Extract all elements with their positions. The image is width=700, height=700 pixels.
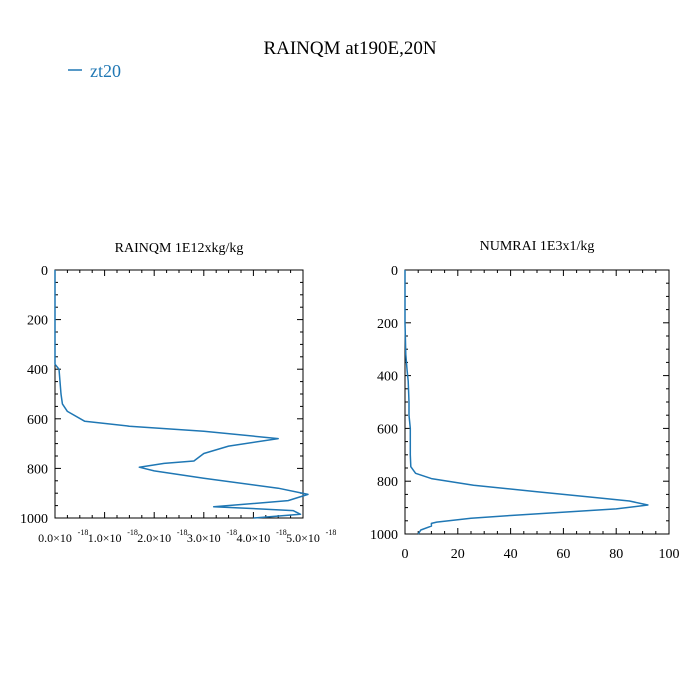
- y-tick-label: 600: [377, 422, 398, 437]
- x-tick-label: 5.0×10: [286, 531, 320, 545]
- legend-label: zt20: [90, 61, 121, 81]
- x-tick-label: 20: [451, 547, 465, 562]
- rainqm-panel: RAINQM 1E12xkg/kg 0 200 400 600 800 1000 0.0×10…: [20, 241, 336, 545]
- x-tick-exponent: -18: [226, 528, 237, 537]
- panel-title: RAINQM 1E12xkg/kg: [115, 241, 244, 256]
- x-tick-exponent: -18: [276, 528, 287, 537]
- y-tick-label: 400: [27, 363, 48, 378]
- series-line-zt20: [54, 270, 309, 519]
- panel-title: NUMRAI 1E3x1/kg: [480, 239, 595, 254]
- x-tick-label: 0.0×10: [38, 531, 72, 545]
- x-tick-label: 0: [402, 547, 409, 562]
- legend: zt20: [68, 61, 121, 81]
- x-tick-label: 4.0×10: [237, 531, 271, 545]
- y-tick-label: 1000: [370, 528, 398, 543]
- x-tick-exponent: -18: [127, 528, 138, 537]
- x-tick-exponent: -18: [326, 528, 337, 537]
- x-tick-exponent: -18: [78, 528, 89, 537]
- figure-title: RAINQM at190E,20N: [263, 38, 436, 59]
- x-tick-label: 100: [659, 547, 680, 562]
- y-tick-label: 1000: [20, 512, 48, 527]
- x-tick-label: 3.0×10: [187, 531, 221, 545]
- plot-frame: [54, 269, 304, 519]
- numrai-panel: NUMRAI 1E3x1/kg 0 200 400 600 800 1000 0 20 40 60 8…: [370, 239, 680, 562]
- y-tick-label: 800: [27, 462, 48, 477]
- y-tick-label: 0: [41, 264, 48, 279]
- y-tick-label: 400: [377, 370, 398, 385]
- y-tick-label: 0: [391, 264, 398, 279]
- plot-frame: [404, 269, 670, 535]
- x-tick-label: 40: [504, 547, 518, 562]
- y-tick-label: 600: [27, 413, 48, 428]
- x-tick-exponent: -18: [177, 528, 188, 537]
- x-tick-label: 1.0×10: [88, 531, 122, 545]
- y-tick-label: 800: [377, 475, 398, 490]
- x-tick-label: 80: [609, 547, 623, 562]
- y-tick-label: 200: [27, 314, 48, 329]
- x-tick-label: 2.0×10: [137, 531, 171, 545]
- x-tick-label: 60: [556, 547, 570, 562]
- series-line-zt20: [404, 270, 649, 535]
- y-tick-label: 200: [377, 317, 398, 332]
